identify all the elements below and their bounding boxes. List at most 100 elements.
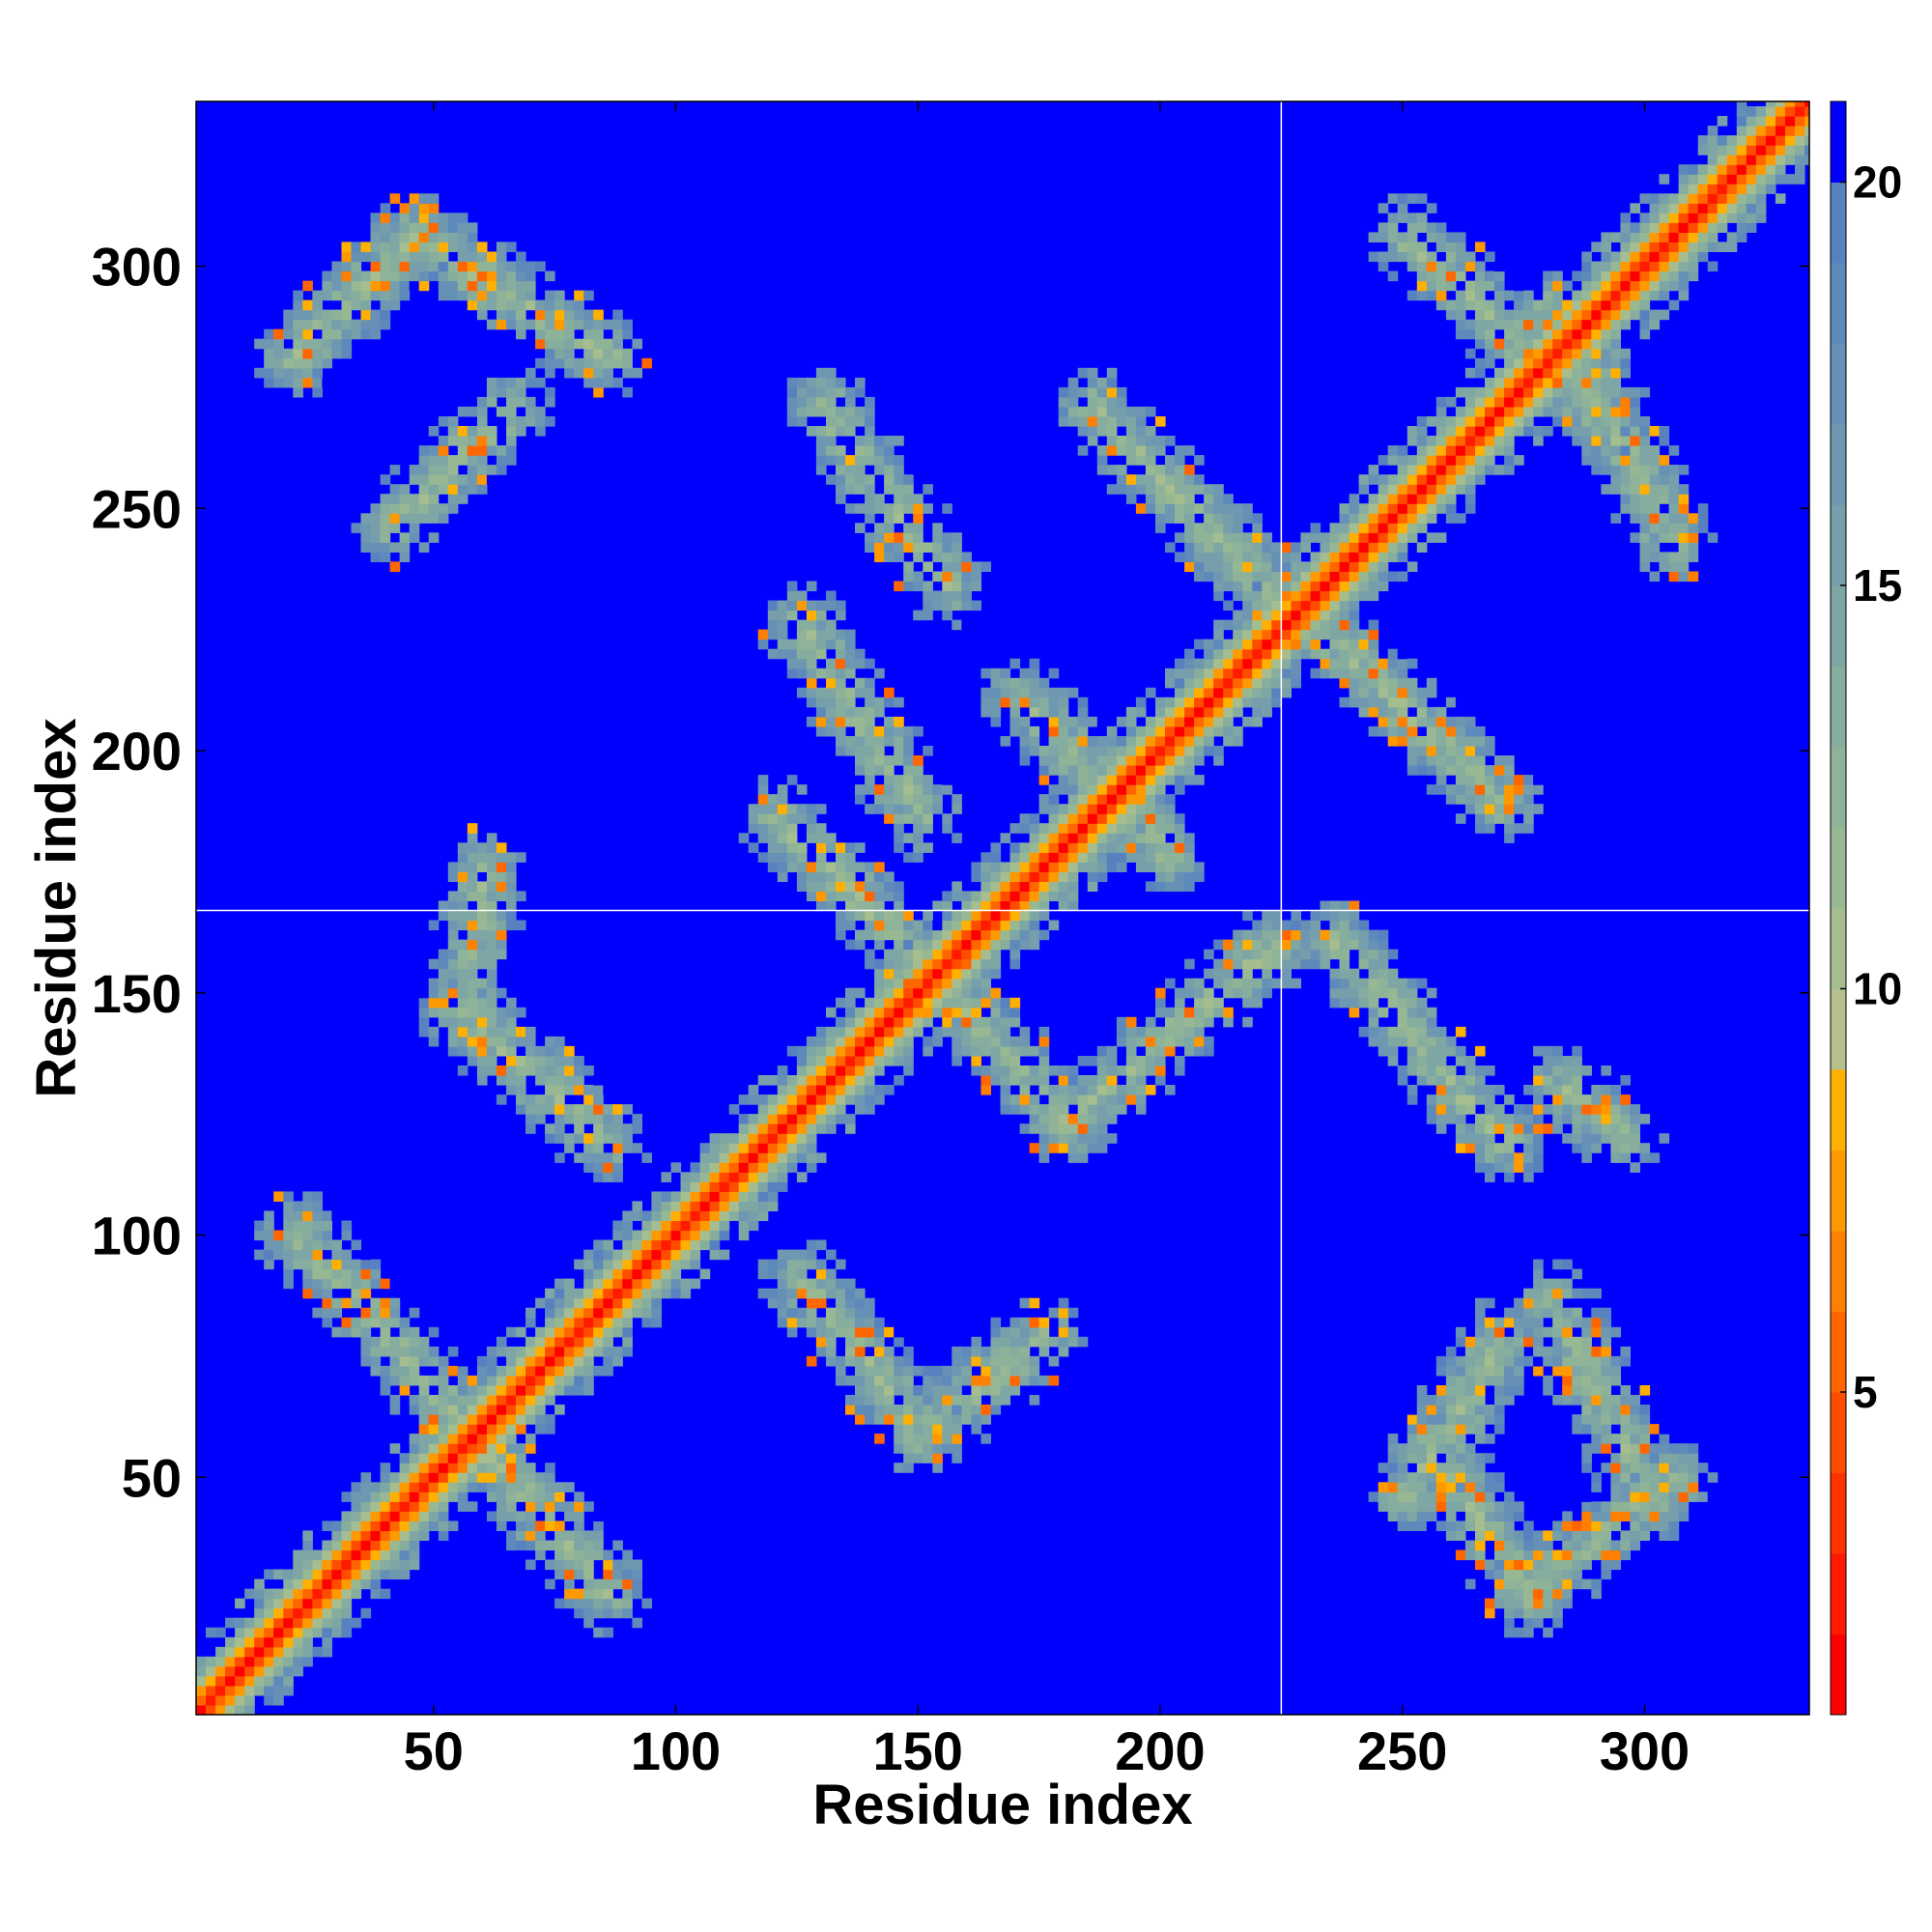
heatmap-cell — [341, 1627, 353, 1638]
heatmap-cell — [467, 1385, 478, 1396]
heatmap-cell — [554, 1520, 565, 1531]
heatmap-cell — [1029, 1123, 1040, 1134]
heatmap-cell — [1223, 725, 1234, 737]
heatmap-cell — [865, 871, 875, 882]
heatmap-cell — [1281, 552, 1292, 562]
heatmap-cell — [341, 1297, 353, 1309]
heatmap-cell — [457, 1375, 469, 1386]
heatmap-cell — [1435, 222, 1447, 233]
heatmap-cell — [748, 813, 759, 824]
heatmap-cell — [767, 852, 779, 863]
heatmap-cell — [894, 920, 904, 931]
heatmap-cell — [1165, 696, 1176, 708]
heatmap-cell — [874, 1346, 885, 1357]
heatmap-cell — [1029, 658, 1040, 669]
heatmap-cell — [360, 1307, 372, 1319]
heatmap-cell — [757, 823, 769, 834]
heatmap-cell — [845, 1065, 856, 1076]
heatmap-cell — [1087, 804, 1098, 814]
heatmap-cell — [235, 1694, 245, 1706]
heatmap-cell — [1426, 706, 1437, 718]
heatmap-cell — [574, 1056, 584, 1066]
heatmap-cell — [1475, 1336, 1486, 1348]
heatmap-cell — [1029, 900, 1040, 912]
heatmap-cell — [971, 1375, 981, 1386]
heatmap-cell — [757, 794, 769, 805]
heatmap-cell — [1358, 687, 1370, 698]
heatmap-cell — [1067, 377, 1079, 388]
heatmap-cell — [1175, 696, 1185, 708]
heatmap-cell — [1445, 396, 1457, 408]
heatmap-cell — [1426, 1395, 1437, 1406]
heatmap-cell — [923, 997, 933, 1009]
heatmap-cell — [554, 1036, 565, 1047]
heatmap-cell — [815, 600, 827, 611]
heatmap-cell — [894, 455, 904, 466]
heatmap-cell — [1475, 367, 1486, 379]
heatmap-cell — [865, 1085, 875, 1095]
heatmap-cell — [1029, 920, 1040, 931]
heatmap-cell — [1048, 833, 1060, 843]
heatmap-cell — [1445, 1405, 1457, 1415]
heatmap-cell — [418, 465, 430, 475]
heatmap-cell — [312, 1607, 323, 1619]
heatmap-cell — [826, 1065, 837, 1076]
heatmap-cell — [1445, 1036, 1457, 1047]
heatmap-cell — [302, 1278, 313, 1290]
heatmap-cell — [1406, 765, 1418, 776]
heatmap-cell — [806, 1036, 817, 1047]
heatmap-cell — [380, 203, 391, 213]
heatmap-cell — [942, 561, 952, 572]
heatmap-cell — [264, 1685, 274, 1696]
heatmap-cell — [961, 987, 972, 999]
heatmap-cell — [535, 1336, 546, 1348]
heatmap-cell — [1271, 920, 1282, 931]
heatmap-cell — [855, 1094, 866, 1105]
heatmap-cell — [1435, 725, 1447, 737]
heatmap-cell — [370, 1278, 382, 1290]
heatmap-cell — [815, 871, 827, 882]
heatmap-cell — [1435, 280, 1447, 292]
heatmap-cell — [815, 1278, 827, 1290]
heatmap-cell — [1464, 503, 1476, 514]
heatmap-cell — [1358, 949, 1370, 960]
heatmap-cell — [845, 465, 856, 475]
heatmap-cell — [331, 1259, 342, 1270]
heatmap-cell — [1445, 794, 1457, 805]
heatmap-cell — [836, 600, 846, 611]
heatmap-cell — [894, 1414, 904, 1425]
heatmap-cell — [603, 1549, 613, 1561]
heatmap-cell — [235, 1665, 245, 1677]
heatmap-cell — [932, 1395, 943, 1406]
heatmap-cell — [1464, 474, 1476, 485]
heatmap-cell — [1494, 1162, 1505, 1173]
heatmap-cell — [952, 1414, 962, 1425]
heatmap-cell — [1116, 1065, 1127, 1076]
heatmap-cell — [476, 455, 488, 466]
heatmap-cell — [923, 590, 933, 602]
heatmap-cell — [815, 445, 827, 456]
heatmap-cell — [360, 1259, 372, 1270]
heatmap-cell — [913, 920, 923, 931]
heatmap-cell — [1223, 658, 1234, 669]
heatmap-cell — [428, 1463, 440, 1473]
heatmap-cell — [1077, 1152, 1089, 1163]
heatmap-cell — [1087, 833, 1098, 843]
heatmap-cell — [990, 716, 1002, 727]
heatmap-cell — [1009, 1016, 1021, 1028]
heatmap-cell — [554, 1056, 565, 1066]
heatmap-cell — [1125, 804, 1137, 814]
heatmap-cell — [1281, 639, 1292, 650]
heatmap-cell — [302, 1617, 313, 1629]
heatmap-cell — [1445, 1385, 1457, 1396]
heatmap-cell — [1125, 746, 1137, 756]
heatmap-cell — [331, 270, 342, 282]
heatmap-cell — [952, 600, 962, 611]
heatmap-cell — [1310, 629, 1321, 640]
heatmap-cell — [1339, 929, 1350, 941]
heatmap-cell — [428, 1424, 440, 1435]
heatmap-cell — [1464, 1355, 1476, 1367]
heatmap-cell — [583, 1152, 594, 1163]
heatmap-cell — [583, 1559, 594, 1571]
heatmap-cell — [1038, 1317, 1050, 1328]
